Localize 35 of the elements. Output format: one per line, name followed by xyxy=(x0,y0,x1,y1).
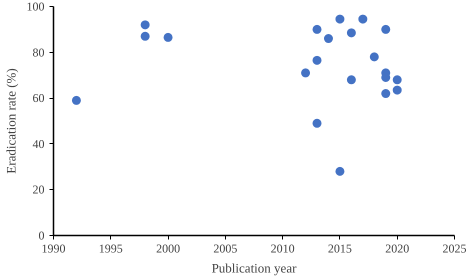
y-tick-label: 60 xyxy=(32,91,44,106)
x-tick-label: 1990 xyxy=(42,242,66,256)
y-tick-label: 100 xyxy=(26,0,44,14)
x-tick-label: 2010 xyxy=(270,242,295,256)
y-axis-title: Eradication rate (%) xyxy=(4,68,18,174)
point xyxy=(381,89,390,98)
x-tick-label: 2025 xyxy=(442,242,466,256)
point xyxy=(392,86,402,95)
x-tick-label: 2015 xyxy=(328,242,352,256)
x-tick-label: 2000 xyxy=(156,242,180,256)
y-tick-label: 80 xyxy=(32,45,44,60)
point xyxy=(324,34,333,44)
point xyxy=(335,14,344,24)
point xyxy=(312,118,322,128)
point xyxy=(72,96,81,105)
point xyxy=(164,32,173,42)
point xyxy=(301,68,310,78)
point xyxy=(381,24,390,34)
x-tick-label: 1995 xyxy=(98,242,123,256)
point xyxy=(370,52,379,62)
x-axis-title: Publication year xyxy=(212,260,298,276)
point xyxy=(312,56,322,65)
point xyxy=(358,14,368,24)
point xyxy=(312,24,322,34)
point xyxy=(140,32,150,41)
point xyxy=(346,75,356,84)
x-tick-label: 2020 xyxy=(385,242,410,256)
point xyxy=(346,28,356,38)
point xyxy=(392,75,402,84)
x-tick-label: 2005 xyxy=(213,242,238,256)
point xyxy=(140,20,150,30)
y-tick-label: 0 xyxy=(38,228,44,242)
point xyxy=(335,166,344,176)
y-tick-label: 20 xyxy=(32,182,44,197)
y-tick-label: 40 xyxy=(32,136,44,151)
